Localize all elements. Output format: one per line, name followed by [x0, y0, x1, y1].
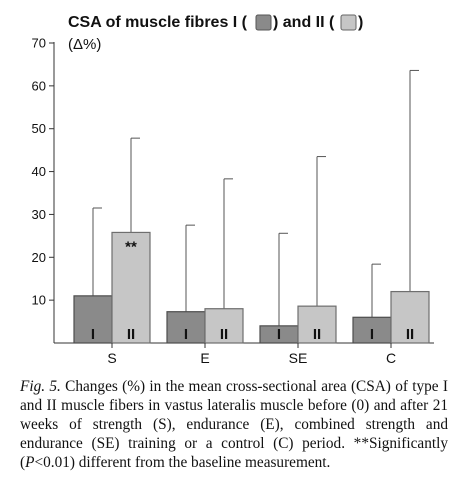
y-axis-unit-label: (Δ%) — [68, 36, 101, 53]
chart-title-part1: CSA of muscle fibres I ( — [68, 14, 248, 31]
error-bars — [92, 69, 419, 326]
bar-s-type-i — [73, 295, 113, 344]
y-tick-label: 70 — [32, 36, 46, 51]
caption-text-1: Changes (%) in the mean cross-sectional … — [20, 378, 448, 471]
y-tick-label: 60 — [32, 78, 46, 93]
bar-type-label: II — [127, 326, 135, 343]
x-category-label: S — [107, 350, 116, 366]
bar-type-label: I — [91, 326, 95, 343]
bar-type-label: I — [184, 326, 188, 343]
legend-swatch-type-II — [340, 14, 357, 31]
bar-c-type-i — [352, 316, 392, 344]
bar-type-label: I — [370, 326, 374, 343]
bar-type-label: II — [406, 326, 414, 343]
x-axis-categories: S E SE C — [107, 343, 396, 366]
legend-swatch-type-I — [255, 14, 272, 31]
x-category-label: C — [386, 350, 396, 366]
bar-e-type-i — [166, 311, 206, 344]
y-tick-label: 40 — [32, 164, 46, 179]
significance-annotation: ** — [125, 238, 137, 255]
bars: I II I II I II I II** — [73, 231, 430, 344]
bar-chart: CSA of muscle fibres I ( ) and II ( ) (Δ… — [32, 14, 434, 366]
y-tick-label: 20 — [32, 250, 46, 265]
bar-c-type-ii — [390, 290, 430, 344]
figure-caption: Fig. 5. Changes (%) in the mean cross-se… — [20, 377, 448, 472]
y-tick-label: 50 — [32, 121, 46, 136]
y-axis-ticks: 10 20 30 40 50 60 70 — [32, 36, 54, 308]
y-tick-label: 30 — [32, 207, 46, 222]
bar-type-label: II — [313, 326, 321, 343]
bar-type-label: I — [277, 326, 281, 343]
x-category-label: E — [200, 350, 209, 366]
bar-type-label: II — [220, 326, 228, 343]
chart-title-part2: ) and II ( — [273, 14, 335, 31]
bar-s-type-ii — [111, 231, 151, 344]
x-category-label: SE — [289, 350, 308, 366]
caption-text-2: <0.01) different from the baseline measu… — [34, 454, 331, 471]
y-tick-label: 10 — [32, 293, 46, 308]
bar-e-type-ii — [204, 308, 244, 344]
caption-figure-number: Fig. 5. — [20, 378, 61, 395]
chart-title-part3: ) — [358, 14, 363, 31]
bar-se-type-ii — [297, 305, 337, 344]
caption-p-symbol: P — [25, 454, 35, 471]
